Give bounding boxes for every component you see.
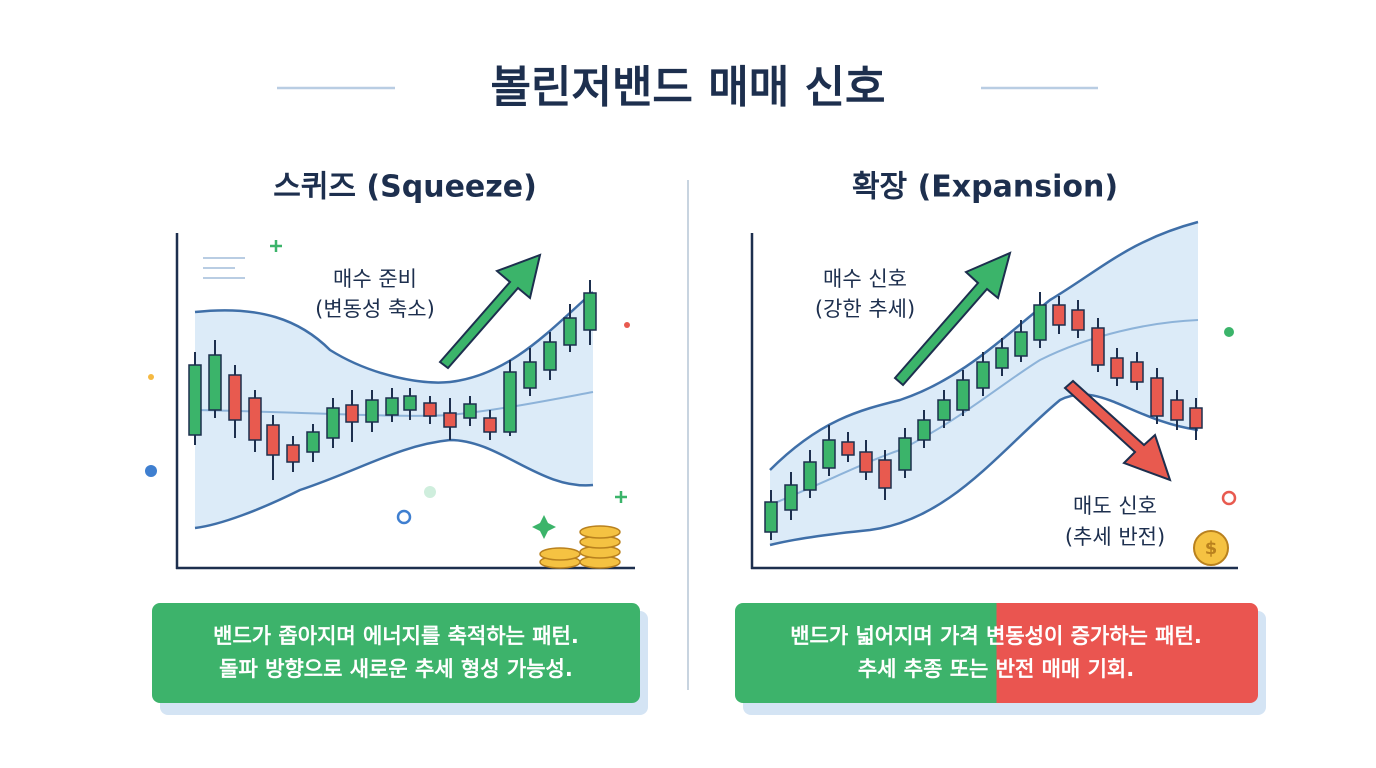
candle: [1033, 304, 1047, 341]
candle: [803, 461, 817, 491]
candle: [1091, 327, 1105, 366]
expansion-chart: $: [750, 220, 1238, 570]
squeeze-chart-part: [424, 486, 436, 498]
candle: [345, 404, 359, 423]
candle: [443, 412, 457, 428]
candle: [1130, 361, 1144, 383]
squeeze-caption: 밴드가 좁아지며 에너지를 축적하는 패턴.: [213, 624, 579, 648]
expansion-caption-box-part: [735, 603, 1258, 703]
candle: [188, 364, 202, 436]
candle: [306, 431, 320, 453]
expansion-heading: 확장 (Expansion): [852, 170, 1118, 205]
expansion-chart-part: [1063, 379, 1172, 482]
candle: [1071, 309, 1085, 331]
candle: [784, 484, 798, 511]
squeeze-chart-part: [438, 253, 542, 370]
squeeze-chart-part: [396, 509, 412, 525]
candle: [208, 354, 222, 411]
candle: [543, 341, 557, 371]
squeeze-annotation: 매수 준비: [333, 267, 417, 291]
candle: [248, 397, 262, 441]
expansion-caption-box: [735, 603, 1266, 715]
candle: [859, 451, 873, 473]
candle: [898, 437, 912, 471]
squeeze-chart: [145, 233, 635, 570]
candle: [1052, 304, 1066, 326]
squeeze-chart-part: [539, 525, 621, 569]
expansion-chart-part: [1224, 327, 1234, 337]
candle: [822, 439, 836, 469]
squeeze-chart-part: [194, 291, 594, 384]
expansion-chart-part: [764, 292, 1203, 540]
expansion-caption: 추세 추종 또는 반전 매매 기회.: [858, 657, 1134, 681]
candle: [583, 292, 597, 331]
squeeze-chart-part: [532, 515, 556, 539]
candle: [266, 424, 280, 456]
candle: [956, 379, 970, 411]
squeeze-chart-part-part: [579, 525, 621, 539]
squeeze-caption-box: [152, 603, 648, 715]
candle: [937, 399, 951, 421]
candle: [917, 419, 931, 441]
squeeze-caption: 돌파 방향으로 새로운 추세 형성 가능성.: [219, 657, 573, 681]
candle: [1110, 357, 1124, 379]
candle: [1189, 407, 1203, 429]
candle: [878, 459, 892, 489]
squeeze-annotation: (변동성 축소): [315, 297, 435, 321]
candle: [423, 402, 437, 417]
squeeze-chart-part: [148, 374, 154, 380]
candle: [1170, 399, 1184, 421]
sell-annotation: 매도 신호: [1073, 494, 1157, 518]
candle: [463, 403, 477, 419]
squeeze-chart-part: [188, 280, 597, 480]
candle: [841, 441, 855, 456]
squeeze-heading: 스퀴즈 (Squeeze): [273, 170, 537, 205]
candle: [403, 395, 417, 411]
squeeze-chart-part: [270, 240, 627, 503]
candle: [228, 374, 242, 421]
expansion-chart-part: [1221, 490, 1237, 506]
candle: [385, 397, 399, 416]
buy-annotation: 매수 신호: [823, 267, 907, 291]
page-title: 볼린저밴드 매매 신호: [491, 62, 886, 113]
candle: [976, 361, 990, 389]
candle: [326, 407, 340, 439]
buy-annotation: (강한 추세): [815, 297, 915, 321]
candle: [523, 361, 537, 389]
candle: [1014, 331, 1028, 357]
squeeze-chart-part: [194, 438, 594, 530]
candle: [995, 347, 1009, 369]
expansion-chart-part: [769, 319, 1199, 506]
squeeze-chart-part: [145, 465, 157, 477]
expansion-chart-part: [893, 251, 1012, 387]
candle: [286, 444, 300, 463]
squeeze-caption-box-part: [152, 603, 640, 703]
expansion-chart-part: [1193, 530, 1229, 566]
squeeze-chart-part-part: [539, 547, 581, 561]
candle: [764, 501, 778, 533]
expansion-chart-part: $: [1205, 538, 1218, 559]
squeeze-chart-part: [624, 322, 630, 328]
expansion-chart-part: [769, 393, 1199, 547]
candle: [365, 399, 379, 423]
candle: [563, 317, 577, 346]
candle: [483, 417, 497, 433]
expansion-caption: 밴드가 넓어지며 가격 변동성이 증가하는 패턴.: [790, 624, 1202, 648]
candle: [503, 371, 517, 433]
sell-annotation: (추세 반전): [1065, 525, 1165, 549]
candle: [1150, 377, 1164, 417]
